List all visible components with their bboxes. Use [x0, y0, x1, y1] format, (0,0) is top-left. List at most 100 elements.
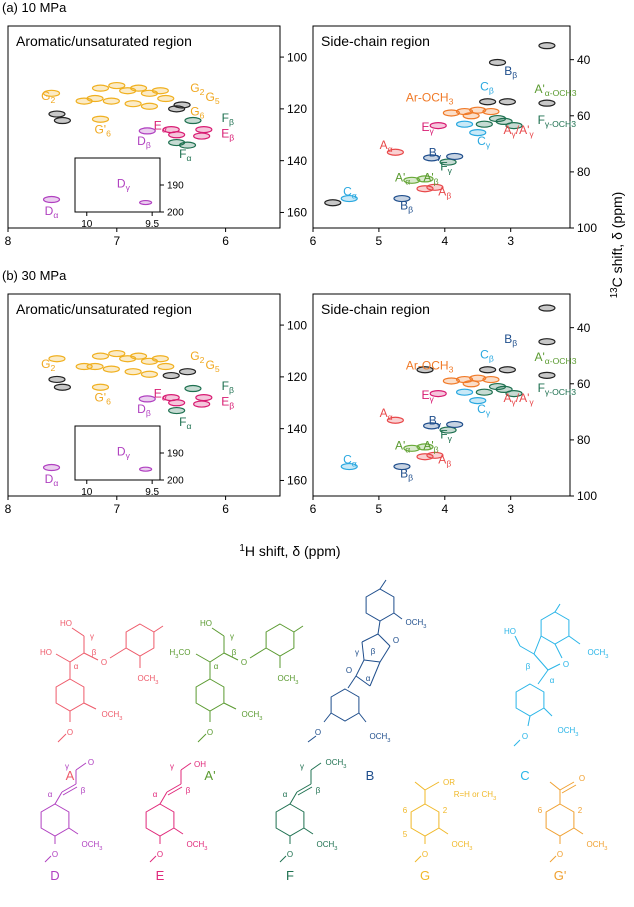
peak-label-part: α	[162, 393, 167, 403]
cross-peak	[340, 462, 358, 471]
atom-label: OR	[443, 778, 455, 787]
peak-label-part: γ-OCH3	[545, 119, 576, 129]
atom-label-part: OCH	[278, 674, 296, 683]
ring	[55, 678, 85, 712]
atom-label-part: 3	[155, 680, 158, 686]
cross-peak	[151, 87, 169, 95]
peak-label-part: α	[352, 459, 357, 469]
cross-peak	[498, 98, 516, 106]
peak-label-part: γ	[437, 419, 442, 429]
atom-label-part: β	[316, 786, 321, 795]
inset: 10 9.5 190 200 Dγ	[74, 157, 184, 230]
atom-label-part: β	[526, 662, 531, 671]
atom-label: O	[101, 658, 107, 667]
atom-label: γ	[170, 762, 174, 771]
cross-peak	[108, 349, 126, 358]
y-tick-label: 60	[577, 377, 591, 391]
x-tick-label: 3	[507, 502, 514, 516]
peak-label: Bβ	[400, 199, 413, 215]
peak-label-part: 6	[106, 129, 111, 139]
peak-label: G5	[205, 90, 219, 106]
peak-label-part: A	[380, 406, 388, 420]
peak-label: Cβ	[480, 79, 494, 95]
peak-label: Fα	[179, 415, 191, 431]
bond	[414, 855, 422, 863]
atom-label-part: O	[346, 666, 352, 675]
cross-peak	[140, 102, 159, 110]
peak-label-part: α	[352, 191, 357, 201]
chart: Aromatic/unsaturated region 8 7 6 100 120 140 1…	[5, 25, 307, 248]
atom-label-part: OCH	[317, 840, 335, 849]
bond	[414, 781, 426, 791]
peak-label-part: F	[179, 147, 186, 161]
peak-label-part: F	[179, 415, 186, 429]
x-tick-label: 8	[5, 234, 12, 248]
atom-label: OCH3	[587, 840, 608, 852]
peak-label-part: D	[45, 472, 54, 486]
cross-peak	[195, 125, 213, 134]
bond	[211, 627, 225, 637]
atom-label: O	[88, 758, 94, 767]
plot-frame	[7, 293, 281, 497]
cross-peak	[48, 355, 66, 363]
atom-label-part: OCH	[326, 758, 344, 767]
peak-label-part: α	[388, 412, 393, 422]
peak-label-part: 2	[51, 95, 56, 105]
atom-label: α	[48, 790, 53, 799]
peak-label-part: A	[503, 391, 511, 405]
y-tick-label: 190	[167, 449, 184, 460]
peak-label-part: 2	[200, 87, 205, 97]
peak-label-part: Ar-OCH	[406, 359, 449, 373]
peak-label: Cβ	[480, 347, 494, 363]
peak-label-part: C	[477, 134, 486, 148]
structure-label: A'	[204, 768, 215, 783]
structure-label: B	[366, 768, 375, 783]
x-axis-label-part: H shift, δ (ppm)	[245, 543, 341, 559]
bond	[62, 786, 78, 796]
atom-label-part: γ	[355, 648, 359, 657]
atom-label-part: OH	[194, 760, 206, 769]
peak-label: Bγ	[429, 413, 442, 429]
y-tick-label: 80	[577, 433, 591, 447]
peak-label-part: α	[405, 445, 410, 455]
plot-frame	[74, 157, 161, 213]
bond	[297, 786, 313, 796]
atom-label-part: O	[315, 728, 321, 737]
atom-label-part: 5	[403, 830, 408, 839]
peak-label-part: A'	[395, 439, 405, 453]
peak-label: G'6	[94, 391, 111, 407]
bond	[55, 653, 71, 663]
x-tick-label: 7	[113, 234, 120, 248]
structure-label: F	[286, 868, 294, 883]
cross-peak	[129, 352, 148, 360]
cross-peak	[124, 100, 142, 108]
atom-label-part: 2	[443, 806, 448, 815]
bond	[71, 627, 85, 637]
atom-label: 2	[578, 806, 583, 815]
cross-peak	[102, 365, 120, 373]
peak-label: A'β	[423, 171, 438, 187]
y-axis-label-part: 13	[609, 287, 620, 298]
cross-peak	[393, 462, 411, 471]
peak-label-part: C	[343, 453, 352, 467]
peak-label: Dα	[45, 204, 59, 220]
peak-label-part: A	[503, 123, 511, 137]
peak-label-part: G	[41, 89, 50, 103]
peak-label: Cγ	[477, 402, 491, 418]
peak-label-part: γ	[448, 433, 453, 443]
bond	[54, 791, 63, 805]
peak-label-part: B	[504, 64, 512, 78]
atom-label: 2	[443, 806, 448, 815]
peak-label: G2	[41, 89, 55, 105]
bond	[289, 791, 298, 805]
x-tick-label: 6	[222, 234, 229, 248]
y-tick-label: 60	[577, 109, 591, 123]
y-axis-label-part: C shift, δ (ppm)	[609, 192, 625, 288]
chart-title: Aromatic/unsaturated region	[16, 301, 192, 317]
atom-label: β	[186, 786, 191, 795]
cross-peak	[102, 97, 120, 105]
peak-label-part: β	[489, 85, 494, 95]
cross-peak	[462, 380, 480, 388]
cross-peak	[482, 375, 500, 384]
